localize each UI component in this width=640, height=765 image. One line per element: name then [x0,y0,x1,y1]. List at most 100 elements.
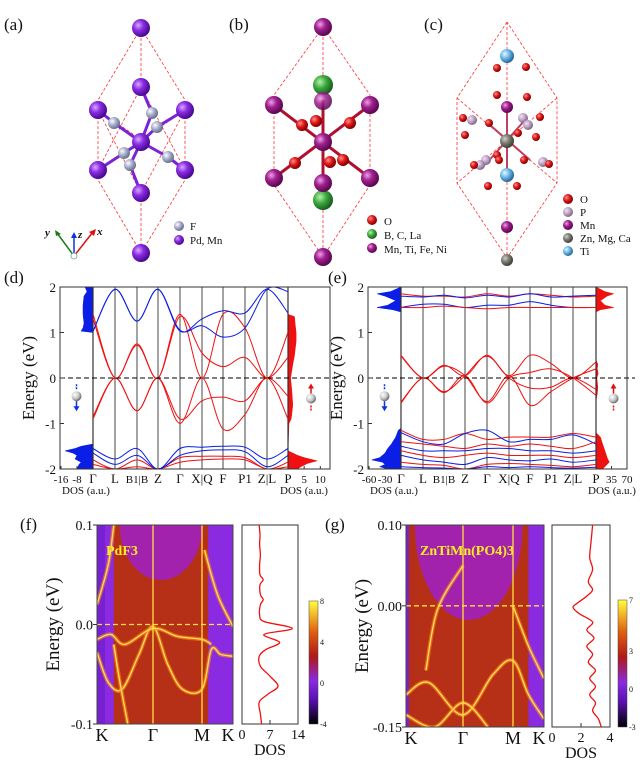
colorbar-tick-label: 7 [629,596,633,605]
y-tick-label: -2 [353,462,364,477]
kpoint-label: Γ [397,471,405,486]
legend-label: Zn, Mg, Ca [580,233,631,245]
bright-band [406,659,544,720]
kpoint-label: Γ [176,471,184,486]
dos-tick-label: 70 [622,474,634,486]
kpoint-label: P1 [544,471,558,486]
legend-swatch-p [563,207,573,217]
dos-axis-label-left: DOS (a.u.) [62,485,110,497]
band-line [92,455,289,469]
band-line [400,461,597,469]
kpoint-label: Γ [483,471,491,486]
legend-swatch-pd-mn [174,235,184,245]
dos-frame [551,524,611,728]
legend-swatch-mn [563,220,573,230]
kpoint-label: Γ [458,728,468,748]
dos-left-spin-down [371,286,402,470]
spin-arrow-head [308,383,314,389]
panel-label-c: (c) [424,15,443,34]
colorbar-tick-label: -3 [629,723,636,732]
kpoint-label: B1|B [433,474,455,486]
y-tick-label: 2 [50,280,57,295]
band-line [400,454,597,466]
dos-axis-label: DOS [254,742,286,759]
legend-swatch-b-c-la [367,229,377,239]
band-line [92,287,289,338]
y-tick-label: -2 [45,462,56,477]
kpoint-label: L [419,471,427,486]
dos-frame [241,524,299,725]
panel-label-g: (g) [325,515,345,534]
y-tick-label: 0.1 [76,519,94,534]
dos-tick-label: 0 [549,731,556,746]
legend-swatch-zn-mg-ca [563,233,573,243]
band-line [400,429,597,445]
structure-b: O B, C, La Mn, Ti, Fe, Ni [265,18,447,266]
legend-label: Pd, Mn [190,235,223,247]
panel-label-a: (a) [4,15,23,34]
dos-curve [258,524,294,725]
kpoint-label: M [505,728,521,748]
legend-label: P [580,207,586,219]
y-tick-label: -0.15 [373,721,402,736]
heatmap-gap-region [119,525,203,580]
dos-tick-label: 2 [578,731,585,746]
spin-down-icon [71,384,82,412]
dos-tick-label: -30 [378,474,393,486]
colorbar-tick-label: 3 [629,647,633,656]
band-line [400,429,597,441]
panel-label-e: (e) [328,268,347,287]
spin-arrow-head [381,406,388,412]
band-line [92,458,289,469]
band-line [400,301,597,309]
dos-axis-label-right: DOS (a.u.) [588,485,636,497]
legend-swatch-mn-ti-fe-ni [367,243,377,253]
spin-ball [306,393,316,404]
structure-a: F Pd, Mn y z x [43,19,223,262]
band-line [400,445,597,454]
legend-label: Mn, Ti, Fe, Ni [384,244,447,256]
y-tick-label: 0 [358,371,365,386]
band-line [92,377,289,431]
band-line [400,368,597,404]
y-tick-label: -1 [45,417,56,432]
band-line [400,355,597,407]
y-tick-label: 0 [50,371,57,386]
dos-left-spin-down [64,286,94,470]
colorbar [617,599,628,728]
bands [92,287,289,469]
material-title: ZnTiMn(PO4)3 [420,544,514,559]
spin-up-icon [306,383,316,411]
legend-swatch-ti [563,246,573,256]
spin-ball [71,391,82,402]
bright-band [406,702,489,727]
axis-x-label: x [96,226,103,238]
legend-swatch-o [563,194,573,204]
bright-band [97,625,233,694]
legend-label: O [384,216,392,228]
kpoint-label: M [194,725,210,745]
bright-band [113,644,129,724]
band-line [400,450,597,459]
y-axis-label: Energy (eV) [19,336,38,420]
colorbar-tick-label: -4 [320,720,327,729]
colorbar [308,600,319,725]
band-line [92,316,289,379]
axes-triad-icon: y z x [43,226,103,260]
heatmap [406,525,544,727]
y-axis-label: Energy (eV) [43,577,64,671]
dos-axis-label-left: DOS (a.u.) [370,485,418,497]
colorbar-tick-label: 4 [320,638,324,647]
y-tick-label: 0.10 [378,519,403,534]
colorbar-tick-label: 0 [629,685,633,694]
panel-label-b: (b) [229,15,249,34]
spin-arrow-head [73,406,80,412]
spin-down-icon [379,384,390,412]
dos-right-spin-up [287,287,319,470]
kpoint-label: P1 [238,471,252,486]
